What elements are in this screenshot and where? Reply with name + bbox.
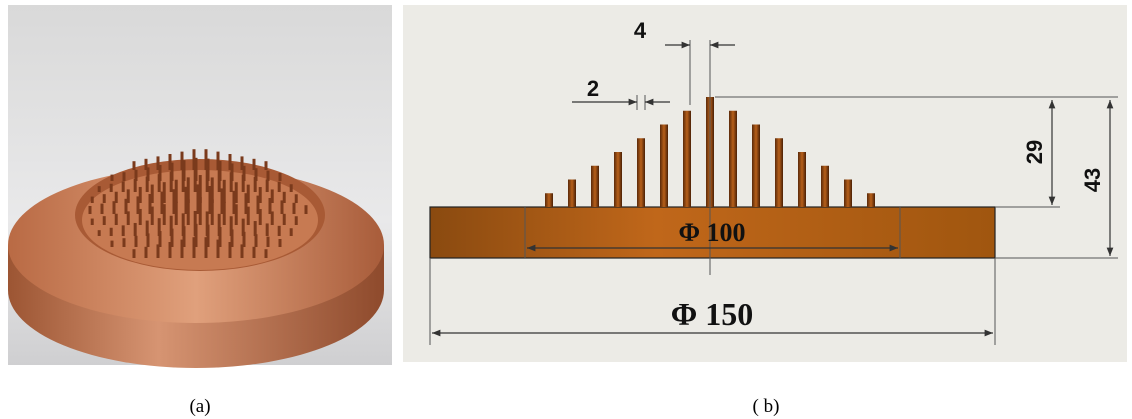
shape (752, 125, 760, 208)
shape (660, 125, 668, 208)
shape (729, 111, 737, 207)
shape (591, 166, 599, 207)
dim-label: Φ 150 (671, 296, 754, 332)
dim-label: 4 (634, 18, 647, 43)
photo-panel (8, 5, 392, 368)
shape (867, 193, 875, 207)
shape (637, 138, 645, 207)
dim-label: 2 (587, 76, 599, 101)
caption: (a) (189, 396, 210, 417)
shape (844, 180, 852, 208)
shape (614, 152, 622, 207)
figure: 4 2 29 43 Φ 100 Φ 150 (a) ( b) (0, 0, 1132, 419)
dim-label: Φ 100 (678, 218, 745, 247)
dim-label: 29 (1022, 140, 1047, 164)
shape (568, 180, 576, 208)
dim-label: 43 (1080, 168, 1105, 192)
shape (545, 193, 553, 207)
shape (775, 138, 783, 207)
drawing-panel: 4 2 29 43 Φ 100 Φ 150 (403, 5, 1127, 362)
shape (821, 166, 829, 207)
caption: ( b) (753, 396, 780, 417)
shape (798, 152, 806, 207)
shape (683, 111, 691, 207)
